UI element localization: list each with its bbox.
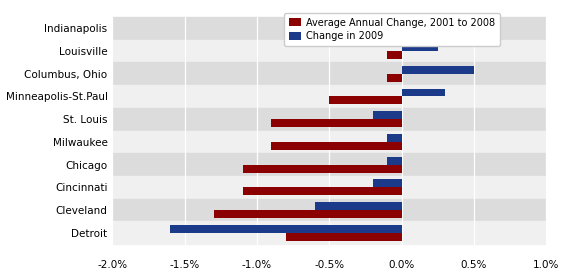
Bar xyxy=(286,233,402,241)
Bar xyxy=(112,40,546,62)
Bar xyxy=(242,165,402,172)
Bar xyxy=(112,17,546,40)
Bar xyxy=(402,89,445,97)
Bar xyxy=(387,134,402,142)
Bar xyxy=(112,176,546,199)
Bar xyxy=(242,187,402,195)
Bar xyxy=(373,179,402,187)
Bar xyxy=(387,74,402,82)
Bar xyxy=(112,199,546,221)
Bar xyxy=(387,51,402,59)
Bar xyxy=(112,62,546,85)
Bar xyxy=(272,142,402,150)
Legend: Average Annual Change, 2001 to 2008, Change in 2009: Average Annual Change, 2001 to 2008, Cha… xyxy=(284,13,499,46)
Bar xyxy=(402,20,431,28)
Bar xyxy=(170,225,402,233)
Bar xyxy=(272,119,402,127)
Bar xyxy=(112,131,546,153)
Bar xyxy=(402,43,438,51)
Bar xyxy=(387,157,402,165)
Bar xyxy=(214,210,402,218)
Bar xyxy=(329,28,402,36)
Bar xyxy=(112,153,546,176)
Bar xyxy=(402,66,474,74)
Bar xyxy=(373,111,402,119)
Bar xyxy=(315,202,402,210)
Bar xyxy=(112,85,546,108)
Bar xyxy=(329,97,402,104)
Bar xyxy=(112,221,546,244)
Bar xyxy=(112,108,546,131)
